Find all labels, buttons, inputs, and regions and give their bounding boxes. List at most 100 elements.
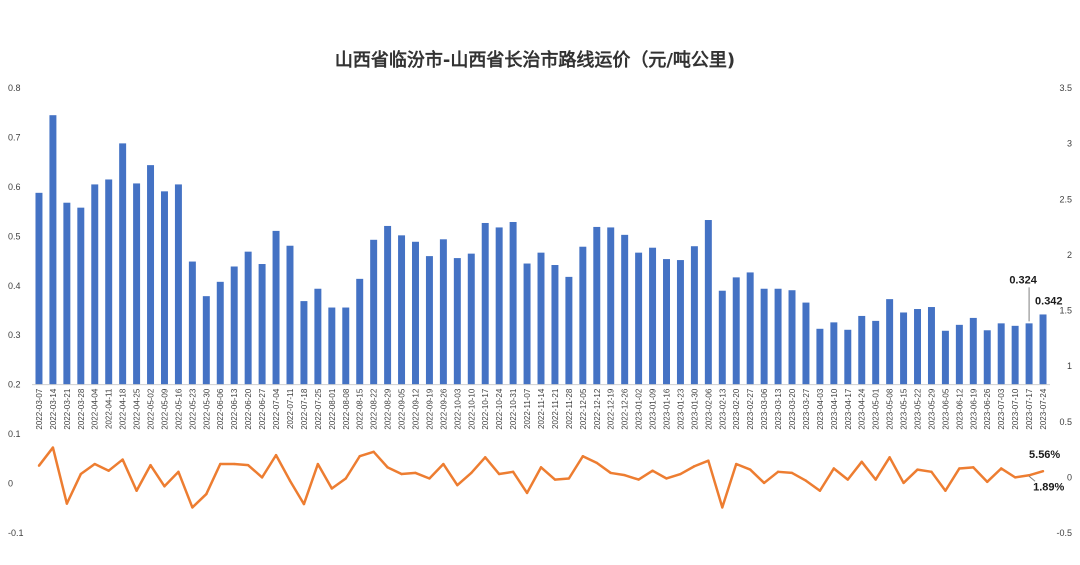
bar	[1039, 314, 1047, 385]
bar	[188, 261, 196, 385]
line-point	[135, 489, 138, 492]
bar	[593, 226, 601, 385]
bar	[997, 323, 1005, 385]
line-point	[79, 472, 83, 476]
x-tick-label: 2023-07-24	[1039, 388, 1048, 429]
line-point	[525, 491, 529, 495]
left-y-tick-label: 0.8	[8, 83, 21, 93]
x-tick-label: 2023-07-03	[997, 388, 1006, 429]
line-point	[121, 458, 124, 461]
right-y-tick-label: -0.5	[1056, 528, 1072, 538]
bar	[635, 252, 643, 385]
line-point	[51, 446, 55, 449]
line-point	[37, 464, 41, 467]
line-point	[665, 477, 668, 480]
line-point	[637, 478, 640, 481]
bar	[1011, 325, 1019, 385]
bar	[63, 202, 71, 385]
x-tick-label: 2022-06-13	[230, 388, 239, 429]
bar	[774, 288, 782, 385]
x-tick-label: 2022-05-09	[160, 388, 169, 429]
line-point	[707, 459, 710, 462]
x-tick-label: 2023-06-26	[983, 388, 992, 429]
line-point	[804, 479, 808, 482]
bar	[467, 253, 475, 385]
line-point	[428, 477, 431, 480]
bar	[565, 276, 573, 385]
bar	[356, 278, 364, 385]
x-tick-label: 2022-11-21	[551, 388, 560, 429]
line-point	[832, 467, 836, 470]
bar	[174, 184, 182, 385]
line-point	[400, 472, 403, 476]
bar	[690, 246, 698, 385]
bar-series	[35, 115, 1047, 385]
left-y-tick-label: -0.1	[8, 528, 24, 538]
right-y-tick-label: 1	[1067, 361, 1072, 371]
bar	[983, 330, 991, 385]
line-point	[219, 462, 222, 466]
x-tick-label: 2022-06-06	[216, 388, 225, 429]
bar	[119, 143, 127, 385]
data-label: 0.324	[1009, 274, 1037, 286]
x-tick-label: 2022-07-11	[286, 388, 295, 429]
bar	[216, 281, 224, 385]
line-point	[93, 462, 96, 466]
bar	[398, 235, 406, 385]
line-point	[163, 485, 166, 488]
line-point	[860, 460, 863, 463]
x-tick-label: 2022-12-26	[621, 388, 630, 429]
bar	[1025, 323, 1033, 385]
x-tick-label: 2022-04-11	[105, 388, 114, 429]
x-tick-label: 2023-06-19	[969, 388, 978, 429]
x-tick-label: 2022-09-05	[398, 388, 407, 429]
line-point	[874, 478, 877, 481]
chart-title: 山西省临汾市-山西省长治市路线运价（元/吨公里)	[335, 49, 735, 71]
x-tick-label: 2022-07-25	[314, 388, 323, 429]
bar	[649, 247, 657, 385]
x-tick-label: 2022-08-22	[370, 388, 379, 429]
right-y-tick-label: 0	[1067, 472, 1072, 482]
bar	[969, 317, 977, 385]
line-point	[748, 468, 752, 471]
bar	[105, 179, 113, 385]
line-point	[651, 469, 654, 472]
bar	[746, 272, 754, 385]
x-tick-label: 2023-04-17	[844, 388, 853, 429]
x-tick-label: 2023-07-10	[1011, 388, 1020, 429]
bar	[816, 328, 824, 385]
bar	[579, 246, 587, 385]
right-y-tick-label: 0.5	[1059, 417, 1072, 427]
x-tick-label: 2022-04-25	[133, 388, 142, 429]
line-point	[456, 483, 459, 487]
x-tick-label: 2022-08-08	[342, 388, 351, 429]
bar	[244, 251, 252, 385]
right-y-tick-label: 1.5	[1059, 306, 1072, 316]
x-tick-label: 2022-03-14	[49, 388, 58, 429]
bar	[370, 239, 378, 385]
x-tick-label: 2022-07-04	[272, 388, 281, 429]
x-tick-label: 2022-03-21	[63, 388, 72, 429]
x-tick-label: 2022-08-01	[328, 388, 337, 429]
x-tick-label: 2022-10-17	[481, 388, 490, 429]
line-point	[762, 481, 766, 485]
bar	[481, 222, 489, 385]
bar	[495, 227, 503, 385]
x-tick-label: 2022-10-10	[467, 388, 476, 429]
x-tick-label: 2022-05-30	[202, 388, 211, 429]
bar	[886, 299, 894, 385]
line-point	[818, 489, 822, 492]
right-y-tick-label: 2.5	[1059, 194, 1072, 204]
x-tick-label: 2022-03-07	[35, 388, 44, 429]
x-tick-label: 2022-06-27	[258, 388, 267, 429]
bar	[272, 230, 280, 385]
line-point	[623, 473, 626, 477]
x-tick-label: 2022-04-04	[91, 388, 100, 429]
bar	[676, 260, 684, 385]
left-y-tick-label: 0.3	[8, 330, 21, 340]
x-tick-label: 2022-11-07	[523, 388, 532, 429]
bar	[91, 184, 99, 385]
bar	[425, 256, 433, 385]
line-point	[567, 477, 571, 480]
x-tick-label: 2023-02-06	[704, 388, 713, 429]
